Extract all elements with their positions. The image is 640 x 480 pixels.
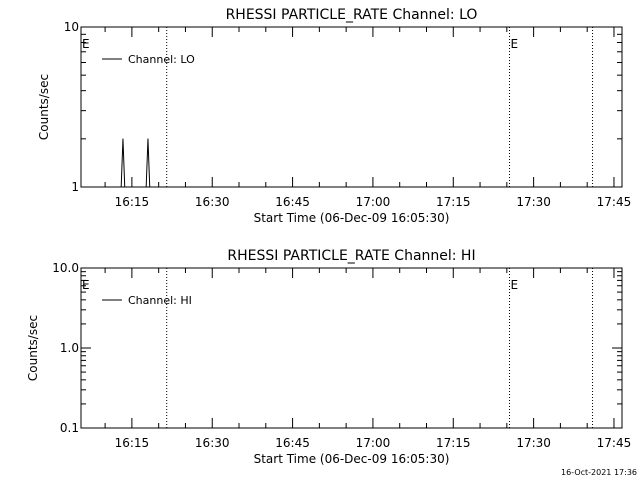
x-tick-label: 16:45 bbox=[275, 436, 310, 450]
footer-timestamp: 16-Oct-2021 17:36 bbox=[561, 468, 637, 477]
x-tick-label: 17:30 bbox=[516, 195, 551, 209]
x-tick-label: 17:45 bbox=[597, 436, 632, 450]
data-point bbox=[120, 186, 122, 188]
plot-frame bbox=[80, 26, 623, 188]
x-tick-label: 17:00 bbox=[356, 195, 391, 209]
x-axis-label: Start Time (06-Dec-09 16:05:30) bbox=[254, 452, 450, 466]
event-marker-label: E bbox=[511, 37, 519, 51]
x-tick-label: 17:15 bbox=[436, 436, 471, 450]
legend-label: Channel: HI bbox=[128, 294, 192, 307]
event-marker-label: E bbox=[82, 278, 90, 292]
y-tick-label: 1 bbox=[71, 180, 79, 194]
data-point bbox=[151, 186, 152, 188]
hi-panel: RHESSI PARTICLE_RATE Channel: HI 0.1 1.0 10… bbox=[26, 248, 631, 466]
data-point bbox=[122, 138, 124, 140]
plot-frame bbox=[80, 267, 623, 429]
y-tick-label: 10.0 bbox=[52, 261, 79, 275]
data-point bbox=[147, 138, 149, 140]
event-marker-label: E bbox=[82, 37, 90, 51]
x-tick-label: 17:30 bbox=[516, 436, 551, 450]
x-tick-label: 16:15 bbox=[115, 436, 150, 450]
x-tick-label: 16:30 bbox=[195, 436, 230, 450]
y-tick-label: 1.0 bbox=[60, 341, 79, 355]
x-tick-label: 16:15 bbox=[115, 195, 150, 209]
x-tick-label: 16:30 bbox=[195, 195, 230, 209]
event-marker-label: E bbox=[511, 278, 519, 292]
data-point bbox=[149, 186, 151, 188]
data-point bbox=[126, 186, 127, 188]
data-point bbox=[145, 186, 147, 188]
x-tick-label: 17:00 bbox=[356, 436, 391, 450]
chart-title: RHESSI PARTICLE_RATE Channel: HI bbox=[227, 248, 475, 264]
y-axis-label: Counts/sec bbox=[26, 315, 40, 381]
data-point bbox=[124, 186, 126, 188]
y-axis-label: Counts/sec bbox=[37, 74, 51, 140]
x-tick-label: 16:45 bbox=[275, 195, 310, 209]
y-tick-label: 0.1 bbox=[60, 421, 79, 435]
x-tick-label: 17:45 bbox=[597, 195, 632, 209]
series-line bbox=[120, 138, 152, 188]
legend-label: Channel: LO bbox=[128, 53, 195, 66]
x-tick-label: 17:15 bbox=[436, 195, 471, 209]
x-axis-label: Start Time (06-Dec-09 16:05:30) bbox=[254, 211, 450, 225]
chart-title: RHESSI PARTICLE_RATE Channel: LO bbox=[226, 7, 478, 23]
y-tick-label: 10 bbox=[64, 20, 79, 34]
lo-panel: RHESSI PARTICLE_RATE Channel: LO 1 10 16:15… bbox=[37, 7, 631, 225]
